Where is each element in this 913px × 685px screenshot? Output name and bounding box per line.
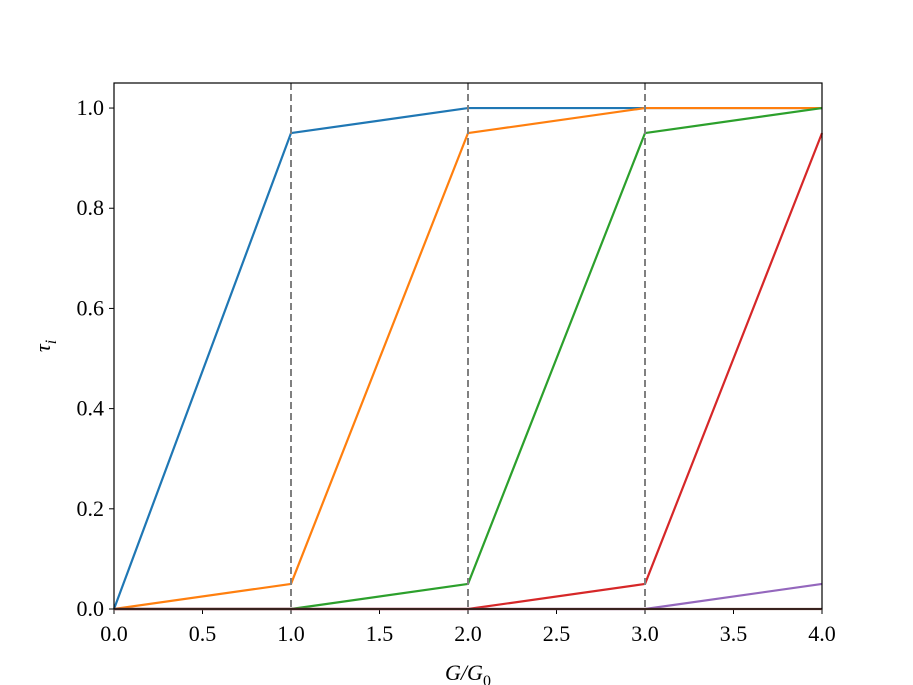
plot-frame (113, 82, 823, 610)
x-axis-label-main: G/G (445, 660, 483, 685)
x-axis-label-sub: 0 (483, 673, 491, 685)
y-tick-label: 0.2 (77, 496, 105, 521)
y-tick-label: 1.0 (77, 95, 105, 120)
y-axis-label-sub: i (43, 340, 60, 344)
x-tick-label: 0.5 (189, 621, 217, 646)
x-tick-label: 4.0 (808, 621, 836, 646)
y-axis-label-main: τ (30, 343, 55, 352)
y-tick-label: 0.4 (77, 396, 105, 421)
y-tick-label: 0.0 (77, 596, 105, 621)
y-tick-label: 0.6 (77, 295, 105, 320)
x-axis-label: G/G0 (445, 660, 491, 685)
x-tick-label: 0.0 (100, 621, 128, 646)
x-tick-label: 2.0 (454, 621, 482, 646)
y-tick-label: 0.8 (77, 195, 105, 220)
x-tick-label: 3.0 (631, 621, 659, 646)
y-axis-label: τi (30, 340, 60, 352)
x-tick-label: 2.5 (543, 621, 571, 646)
x-tick-label: 1.0 (277, 621, 305, 646)
x-tick-label: 1.5 (366, 621, 394, 646)
x-tick-label: 3.5 (720, 621, 748, 646)
